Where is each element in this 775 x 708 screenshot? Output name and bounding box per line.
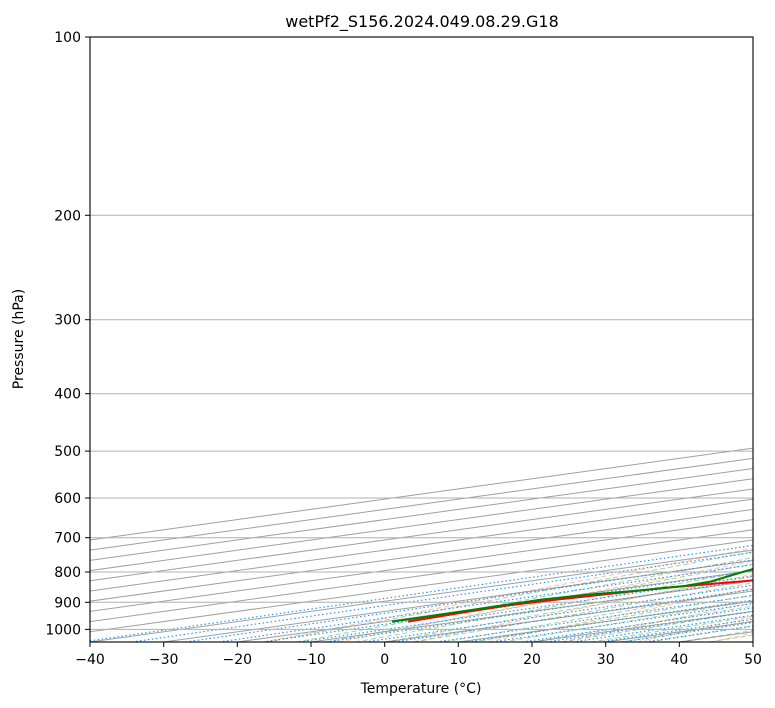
moist-adiabat [296,557,753,642]
isotherm-line [90,457,753,551]
isotherm-lines [90,447,753,642]
pressure-gridlines [90,37,753,630]
y-tick-label: 100 [54,30,81,46]
y-tick-label: 400 [54,387,81,403]
y-tick-label: 1000 [45,622,81,638]
x-tick-label: 10 [449,652,467,668]
x-tick-label: 40 [670,652,688,668]
isotherm-line [90,508,753,602]
dry-adiabat [487,587,753,642]
y-tick-label: 300 [54,313,81,329]
x-tick-label: −40 [75,652,105,668]
y-tick-label: 500 [54,444,81,460]
x-axis-ticks: −40 −30 −20 −10 0 10 20 30 40 50 [75,642,762,668]
moist-adiabat [384,576,753,642]
isotherm-line [90,529,753,623]
y-axis-ticks: 100 200 300 400 500 600 700 800 900 1000 [45,30,90,638]
plot-area: 0.10.20.40.611.52346810131620253036-100-… [90,37,753,642]
isotherm-line [90,498,753,592]
isotherm-line [90,539,753,633]
isotherm-line [90,468,753,561]
mixing-ratio-line [522,607,753,642]
y-axis-title: Pressure (hPa) [11,289,27,389]
y-tick-label: 600 [54,491,81,507]
plot-frame [89,36,754,643]
x-tick-label: −20 [223,652,253,668]
y-tick-label: 200 [54,208,81,224]
y-tick-label: 800 [54,565,81,581]
chart-title: wetPf2_S156.2024.049.08.29.G18 [285,12,559,32]
y-tick-label: 700 [54,531,81,547]
y-tick-label: 900 [54,595,81,611]
x-tick-label: 30 [597,652,615,668]
mixing-ratio-line [572,614,753,642]
x-tick-label: 50 [744,652,762,668]
x-tick-label: 20 [523,652,541,668]
isotherm-line [90,478,753,572]
isotherm-line [90,488,753,582]
x-tick-label: 0 [380,652,389,668]
x-axis-title: Temperature (°C) [360,681,482,697]
mixing-ratio-line [90,544,753,642]
isotherm-line [90,519,753,612]
x-tick-label: −10 [296,652,326,668]
mixing-ratio-line [131,551,753,642]
x-tick-label: −30 [149,652,179,668]
mixing-ratio-line [492,602,753,642]
mixing-ratio-line [185,559,753,642]
